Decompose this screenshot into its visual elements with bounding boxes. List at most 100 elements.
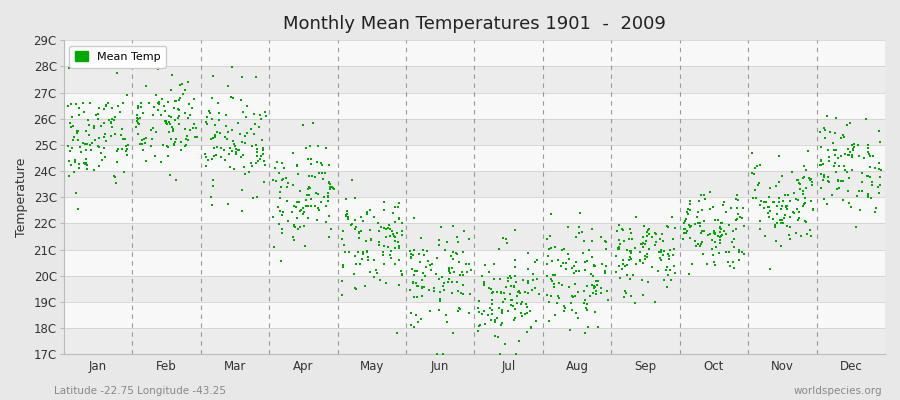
Point bbox=[729, 226, 743, 233]
Point bbox=[363, 226, 377, 233]
Point bbox=[163, 172, 177, 178]
Point bbox=[455, 282, 470, 288]
Point bbox=[833, 153, 848, 159]
Point bbox=[639, 238, 653, 244]
Point bbox=[866, 153, 880, 159]
Point bbox=[717, 228, 732, 234]
Point bbox=[130, 124, 144, 130]
Point bbox=[319, 203, 333, 209]
Point bbox=[579, 305, 593, 311]
Point bbox=[553, 295, 567, 301]
Point bbox=[713, 237, 727, 244]
Point bbox=[305, 173, 320, 179]
Point bbox=[432, 296, 446, 302]
Point bbox=[71, 206, 86, 212]
Point bbox=[178, 142, 193, 149]
Point bbox=[393, 268, 408, 275]
Point bbox=[392, 282, 406, 288]
Point bbox=[154, 112, 168, 119]
Point bbox=[834, 178, 849, 184]
Point bbox=[476, 280, 491, 286]
Point bbox=[249, 74, 264, 81]
Point bbox=[417, 283, 431, 290]
Point bbox=[345, 177, 359, 183]
Point bbox=[353, 260, 367, 267]
Point bbox=[486, 260, 500, 267]
Point bbox=[731, 211, 745, 217]
Point bbox=[796, 201, 811, 207]
Point bbox=[499, 296, 513, 302]
Point bbox=[314, 198, 328, 205]
Point bbox=[71, 112, 86, 119]
Point bbox=[709, 244, 724, 250]
Point bbox=[176, 80, 190, 87]
Point bbox=[450, 250, 464, 257]
Point bbox=[598, 268, 612, 274]
Point bbox=[788, 230, 803, 236]
Point bbox=[500, 275, 515, 282]
Point bbox=[624, 254, 638, 260]
Point bbox=[314, 170, 328, 177]
Point bbox=[842, 152, 856, 158]
Point bbox=[179, 142, 194, 148]
Point bbox=[640, 229, 654, 235]
Point bbox=[792, 209, 806, 216]
Point bbox=[266, 176, 280, 183]
Point bbox=[679, 230, 693, 236]
Point bbox=[273, 195, 287, 202]
Point bbox=[613, 275, 627, 282]
Point bbox=[611, 246, 625, 252]
Point bbox=[871, 184, 886, 190]
Point bbox=[493, 276, 508, 283]
Point bbox=[99, 137, 113, 144]
Point bbox=[713, 234, 727, 240]
Point bbox=[651, 268, 665, 275]
Point bbox=[814, 162, 828, 168]
Point bbox=[226, 95, 240, 102]
Point bbox=[171, 97, 185, 104]
Point bbox=[395, 271, 410, 277]
Point bbox=[611, 246, 625, 252]
Point bbox=[780, 223, 795, 229]
Point bbox=[107, 114, 122, 120]
Point bbox=[410, 282, 425, 289]
Point bbox=[386, 231, 400, 237]
Point bbox=[284, 209, 299, 216]
Point bbox=[199, 118, 213, 125]
Point bbox=[797, 218, 812, 224]
Point bbox=[841, 122, 855, 128]
Point bbox=[665, 252, 680, 258]
Point bbox=[506, 302, 520, 309]
Point bbox=[239, 102, 254, 109]
Point bbox=[414, 284, 428, 291]
Point bbox=[769, 224, 783, 230]
Point bbox=[616, 257, 630, 264]
Point bbox=[659, 267, 673, 274]
Point bbox=[256, 158, 271, 164]
Point bbox=[161, 144, 176, 151]
Point bbox=[231, 119, 246, 126]
Point bbox=[642, 226, 656, 232]
Point bbox=[847, 144, 861, 150]
Point bbox=[484, 297, 499, 303]
Point bbox=[789, 196, 804, 202]
Point bbox=[181, 136, 195, 143]
Point bbox=[557, 303, 572, 310]
Point bbox=[164, 113, 178, 120]
Point bbox=[543, 233, 557, 239]
Point bbox=[187, 121, 202, 128]
Point bbox=[484, 316, 499, 323]
Point bbox=[584, 225, 598, 232]
Point bbox=[146, 112, 160, 119]
Point bbox=[628, 300, 643, 306]
Point bbox=[854, 188, 868, 194]
Point bbox=[302, 184, 316, 190]
Point bbox=[314, 160, 328, 167]
Point bbox=[512, 288, 526, 294]
Point bbox=[747, 171, 761, 177]
Point bbox=[416, 247, 430, 253]
Point bbox=[545, 278, 560, 284]
Point bbox=[432, 276, 446, 282]
Point bbox=[78, 147, 93, 153]
Point bbox=[834, 134, 849, 141]
